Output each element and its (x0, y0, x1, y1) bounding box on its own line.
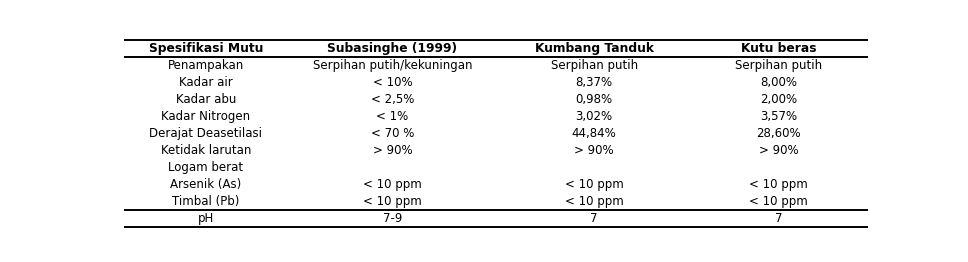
Text: < 70 %: < 70 % (371, 127, 414, 140)
Text: < 10 ppm: < 10 ppm (564, 178, 623, 191)
Text: Kadar Nitrogen: Kadar Nitrogen (161, 110, 251, 123)
Text: < 10%: < 10% (373, 77, 412, 89)
Text: > 90%: > 90% (759, 144, 799, 157)
Text: 3,02%: 3,02% (576, 110, 613, 123)
Text: Kumbang Tanduk: Kumbang Tanduk (534, 42, 653, 55)
Text: 7: 7 (775, 212, 782, 225)
Text: Spesifikasi Mutu: Spesifikasi Mutu (148, 42, 263, 55)
Text: Derajat Deasetilasi: Derajat Deasetilasi (149, 127, 262, 140)
Text: < 1%: < 1% (377, 110, 408, 123)
Text: 8,37%: 8,37% (576, 77, 613, 89)
Text: 0,98%: 0,98% (576, 93, 613, 106)
Text: Serpihan putih: Serpihan putih (735, 59, 822, 72)
Text: Kutu beras: Kutu beras (741, 42, 816, 55)
Text: Kadar abu: Kadar abu (175, 93, 236, 106)
Text: Serpihan putih/kekuningan: Serpihan putih/kekuningan (313, 59, 472, 72)
Text: 7: 7 (590, 212, 598, 225)
Text: < 10 ppm: < 10 ppm (749, 195, 808, 208)
Text: > 90%: > 90% (373, 144, 412, 157)
Text: 3,57%: 3,57% (760, 110, 798, 123)
Text: < 10 ppm: < 10 ppm (564, 195, 623, 208)
Text: Ketidak larutan: Ketidak larutan (161, 144, 251, 157)
Text: 44,84%: 44,84% (572, 127, 617, 140)
Text: pH: pH (197, 212, 214, 225)
Text: > 90%: > 90% (574, 144, 614, 157)
Text: Arsenik (As): Arsenik (As) (170, 178, 241, 191)
Text: 28,60%: 28,60% (756, 127, 801, 140)
Text: < 10 ppm: < 10 ppm (363, 195, 422, 208)
Text: Kadar air: Kadar air (179, 77, 232, 89)
Text: < 10 ppm: < 10 ppm (363, 178, 422, 191)
Text: 8,00%: 8,00% (760, 77, 798, 89)
Text: < 10 ppm: < 10 ppm (749, 178, 808, 191)
Text: Logam berat: Logam berat (168, 161, 243, 174)
Text: 7-9: 7-9 (382, 212, 402, 225)
Text: Serpihan putih: Serpihan putih (551, 59, 638, 72)
Text: Timbal (Pb): Timbal (Pb) (172, 195, 239, 208)
Text: < 2,5%: < 2,5% (371, 93, 414, 106)
Text: 2,00%: 2,00% (760, 93, 798, 106)
Text: Penampakan: Penampakan (167, 59, 244, 72)
Text: Subasinghe (1999): Subasinghe (1999) (327, 42, 458, 55)
